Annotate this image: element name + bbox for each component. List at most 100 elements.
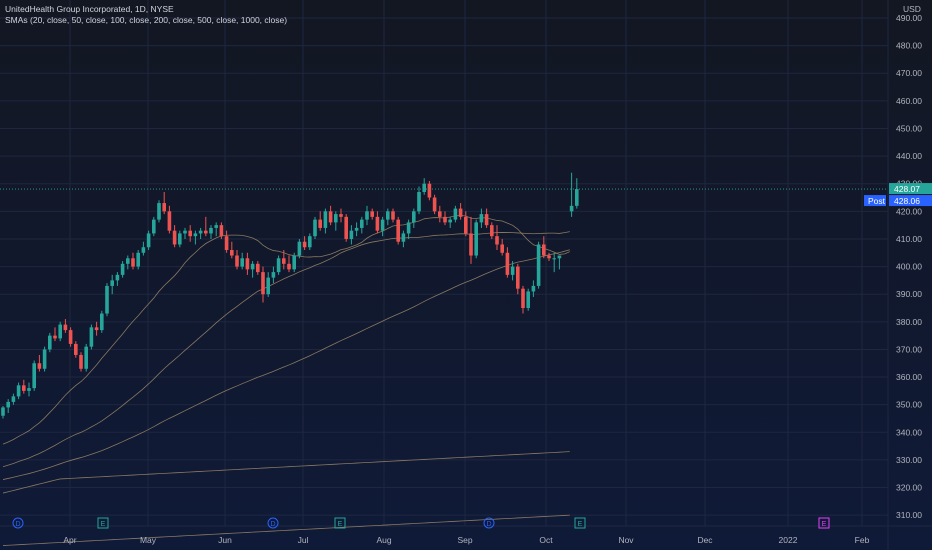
candle-body xyxy=(500,244,504,253)
event-letter: E xyxy=(101,521,106,528)
candle xyxy=(193,230,198,245)
candle xyxy=(474,219,478,259)
price-tick-label: 470.00 xyxy=(896,68,922,78)
candle xyxy=(302,236,307,251)
candle-body xyxy=(74,343,78,355)
time-axis[interactable]: Apr May Jun Jul Aug Sep Oct Nov Dec 2022 Feb xyxy=(63,535,869,545)
candle xyxy=(370,208,374,220)
candle-body xyxy=(240,258,244,267)
candle-body xyxy=(250,263,255,270)
candle-body xyxy=(406,222,411,234)
candle-body xyxy=(115,274,120,281)
price-tick-label: 360.00 xyxy=(896,372,922,382)
candle-body xyxy=(198,230,203,234)
candle-body xyxy=(469,233,473,256)
candle-body xyxy=(53,335,57,339)
candle xyxy=(6,399,10,413)
candle xyxy=(16,382,21,400)
candle xyxy=(100,310,104,333)
candle-body xyxy=(11,396,16,402)
candle xyxy=(126,255,130,270)
candle-body xyxy=(417,192,421,212)
candle-body xyxy=(432,197,437,212)
candle-body xyxy=(84,346,88,369)
candle xyxy=(510,261,515,281)
candle-body xyxy=(313,219,317,237)
time-tick-label: Aug xyxy=(376,535,391,545)
candle-body xyxy=(569,205,574,212)
candle-body xyxy=(204,230,208,234)
candle xyxy=(334,211,338,231)
candle xyxy=(224,230,229,253)
candle-body xyxy=(235,255,239,267)
candle-body xyxy=(105,285,109,314)
price-axis[interactable]: 310.00 320.00 330.00 340.00 350.00 360.00 370.… xyxy=(896,4,922,520)
candle xyxy=(261,266,265,303)
candle xyxy=(219,222,224,239)
candle xyxy=(542,236,546,259)
time-tick-label: Feb xyxy=(855,535,870,545)
candle xyxy=(443,211,447,226)
candle-body xyxy=(245,258,250,270)
candle-body xyxy=(167,211,172,231)
candle xyxy=(391,208,395,223)
candle-body xyxy=(230,250,234,256)
earnings-box xyxy=(334,517,346,529)
dividend-circle xyxy=(12,517,24,529)
candle-body xyxy=(214,225,218,228)
candle xyxy=(401,230,406,248)
currency-label: USD xyxy=(903,4,921,14)
candle-body xyxy=(271,272,276,278)
candle-body xyxy=(146,233,151,248)
candle-body xyxy=(308,236,312,248)
candle-body xyxy=(438,211,442,217)
candle xyxy=(120,261,125,278)
candle xyxy=(32,360,36,391)
event-letter: E xyxy=(822,521,827,528)
dividend-marker: D xyxy=(483,517,495,529)
candle xyxy=(48,332,52,353)
candle xyxy=(230,241,234,259)
candle-body xyxy=(547,255,551,259)
candle xyxy=(422,178,426,195)
time-tick-label: 2022 xyxy=(779,535,798,545)
price-tick-label: 410.00 xyxy=(896,234,922,244)
price-tick-label: 420.00 xyxy=(896,206,922,216)
candle-body xyxy=(152,219,156,234)
candle xyxy=(386,208,390,226)
candle-body xyxy=(58,324,62,339)
earnings-marker: E xyxy=(97,517,109,529)
candle-body xyxy=(495,236,499,245)
candle-body xyxy=(63,324,68,331)
candle xyxy=(110,274,114,295)
candle xyxy=(89,324,94,350)
candle xyxy=(448,216,452,228)
candle xyxy=(375,211,380,234)
candle-body xyxy=(172,230,177,245)
candle xyxy=(412,208,416,228)
candle-body xyxy=(89,327,94,347)
event-letter: E xyxy=(338,521,343,528)
candle-body xyxy=(401,233,406,242)
earnings-marker: E xyxy=(334,517,346,529)
post-label-bg xyxy=(864,195,886,207)
candle-body xyxy=(552,258,556,260)
candle-body xyxy=(100,313,104,331)
candle-body xyxy=(464,216,468,234)
candle xyxy=(406,219,411,239)
candle-body xyxy=(110,280,114,286)
price-tick-label: 390.00 xyxy=(896,289,922,299)
event-letter: D xyxy=(486,521,491,528)
earnings-box xyxy=(97,517,109,529)
candle xyxy=(68,327,73,347)
price-tags: 428.07 Post 428.06 xyxy=(864,183,932,207)
candle-body xyxy=(396,219,400,242)
candle xyxy=(105,283,109,317)
candle xyxy=(354,222,359,237)
candle-body xyxy=(334,214,338,223)
price-tick-label: 310.00 xyxy=(896,510,922,520)
price-tick-label: 400.00 xyxy=(896,262,922,272)
candle xyxy=(453,205,458,223)
candle xyxy=(79,352,83,372)
